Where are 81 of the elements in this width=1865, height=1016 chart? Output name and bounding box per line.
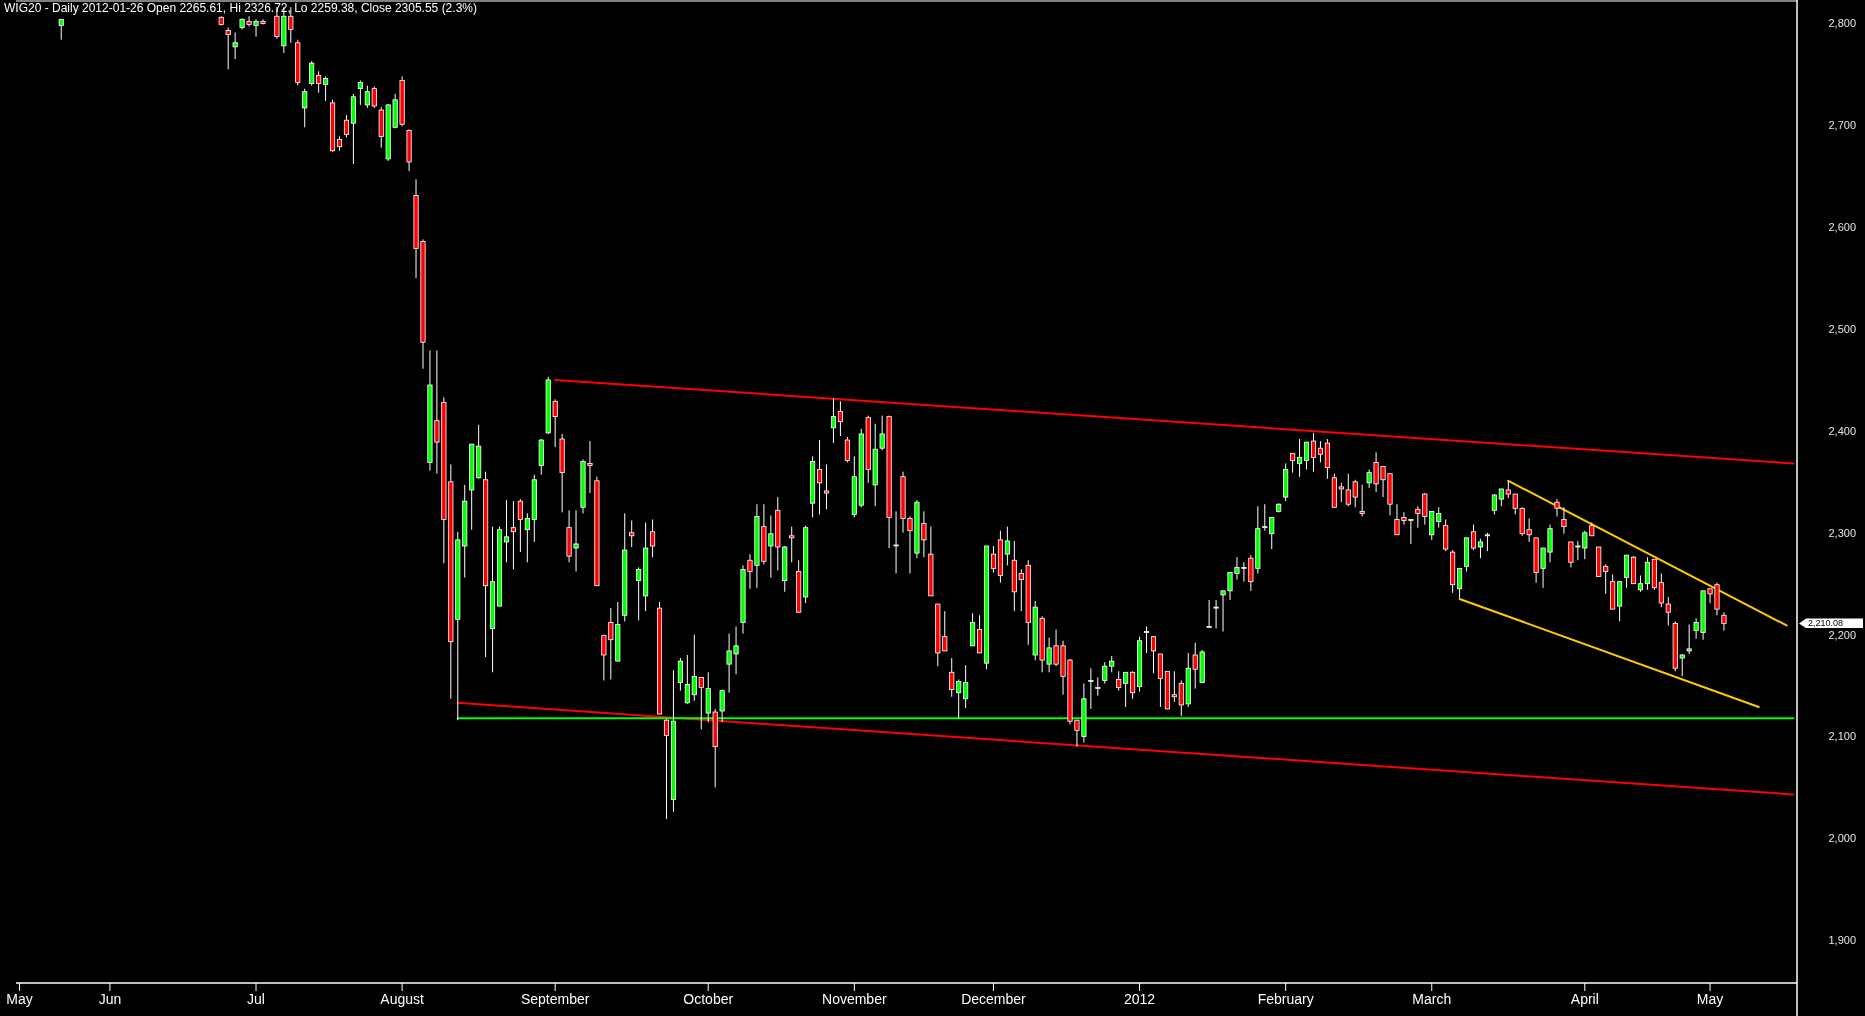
x-tick-label: December: [961, 990, 1027, 1007]
candlestick: [323, 75, 329, 102]
candlestick: [309, 60, 315, 87]
candlestick: [302, 88, 308, 128]
candlestick: [1443, 519, 1449, 552]
candlestick: [1004, 526, 1010, 566]
candlestick: [1143, 625, 1150, 654]
candlestick: [684, 654, 690, 705]
y-tick-label: 2,300: [1828, 526, 1856, 539]
candlestick: [1123, 671, 1129, 708]
candlestick: [1359, 484, 1365, 517]
y-tick-label: 2,200: [1828, 628, 1856, 641]
candlestick: [976, 614, 983, 654]
candlestick: [1116, 670, 1122, 692]
x-tick-label: March: [1412, 990, 1452, 1007]
x-tick-label: August: [380, 990, 425, 1007]
candlestick: [990, 545, 997, 573]
candlestick: [510, 500, 516, 570]
x-tick-label: September: [520, 990, 590, 1007]
candlestick: [225, 26, 231, 70]
y-tick-label: 2,600: [1828, 221, 1856, 234]
candlestick: [1457, 567, 1463, 599]
text: 2,210.08: [1808, 618, 1844, 629]
y-tick-label: 2,000: [1828, 832, 1856, 845]
x-tick-label: April: [1570, 990, 1599, 1007]
candlestick: [1206, 599, 1212, 628]
candlestick: [1686, 623, 1692, 655]
candlestick: [1130, 670, 1136, 700]
candlestick: [517, 498, 523, 553]
candlestick: [1290, 452, 1296, 474]
x-tick-label: Jul: [247, 990, 265, 1007]
candlestick: [830, 397, 837, 444]
candlestick: [636, 566, 642, 621]
candlestick: [1317, 440, 1323, 463]
candlestick: [650, 519, 656, 558]
candlestick: [503, 499, 510, 563]
candlestick: [629, 520, 635, 548]
y-tick-label: 2,700: [1828, 119, 1856, 132]
x-tick-label: February: [1257, 990, 1314, 1007]
candlestick: [1477, 538, 1484, 559]
candlestick: [1470, 524, 1477, 551]
y-tick-label: 1,900: [1828, 934, 1856, 947]
y-tick-label: 2,500: [1828, 322, 1856, 335]
x-tick-label: May: [6, 990, 33, 1007]
candlestick: [316, 70, 322, 94]
candlestick: [232, 32, 238, 60]
candlestick: [837, 400, 843, 437]
y-tick-label: 2,800: [1828, 17, 1856, 30]
y-tick-label: 2,400: [1828, 424, 1856, 437]
chart-title: WIG20 - Daily 2012-01-26 Open 2265.61, Hi 2326.72, Lo 2259.38, Close 2305.55 (2.3%): [4, 1, 477, 16]
candlestick: [789, 526, 795, 563]
candlestick: [1213, 599, 1219, 629]
candlestick: [1561, 506, 1567, 535]
candlestick: [663, 718, 670, 820]
x-tick-label: May: [1696, 990, 1724, 1007]
candlestick: [357, 79, 363, 106]
candlestick: [963, 664, 969, 709]
candlestick: [970, 612, 976, 647]
candlestick: [1554, 498, 1560, 517]
candlestick: [1088, 667, 1094, 710]
candlestick: [844, 436, 850, 463]
x-tick-label: October: [683, 990, 734, 1007]
candlestick: [816, 439, 823, 515]
candlestick: [343, 114, 350, 138]
candlestick: [893, 510, 899, 574]
candlestick: [1297, 438, 1303, 478]
y-tick-label: 2,100: [1828, 730, 1856, 743]
candlestick: [823, 464, 830, 510]
candlestick: [1095, 676, 1101, 697]
x-tick-label: 2012: [1123, 990, 1156, 1007]
candlestick: [1721, 611, 1727, 632]
candlestick: [58, 18, 64, 41]
candlestick: [1150, 636, 1157, 674]
candlestick: [1484, 532, 1490, 552]
candlestick: [677, 657, 683, 692]
candlestick: [1491, 493, 1497, 515]
x-tick-label: Jun: [98, 990, 122, 1007]
candlestick: [1644, 556, 1650, 591]
candlestick: [1303, 441, 1310, 471]
x-tick-label: November: [822, 990, 887, 1007]
candlestick: [1624, 554, 1630, 589]
